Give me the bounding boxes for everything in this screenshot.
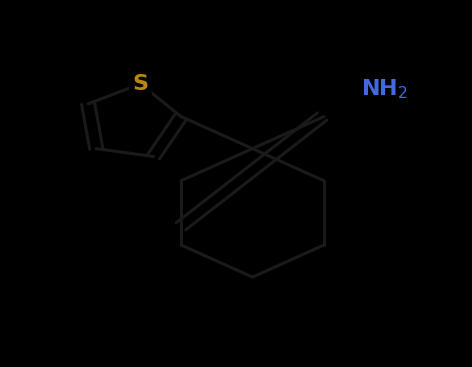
Text: NH$_2$: NH$_2$ — [362, 77, 408, 101]
Text: S: S — [133, 74, 149, 94]
